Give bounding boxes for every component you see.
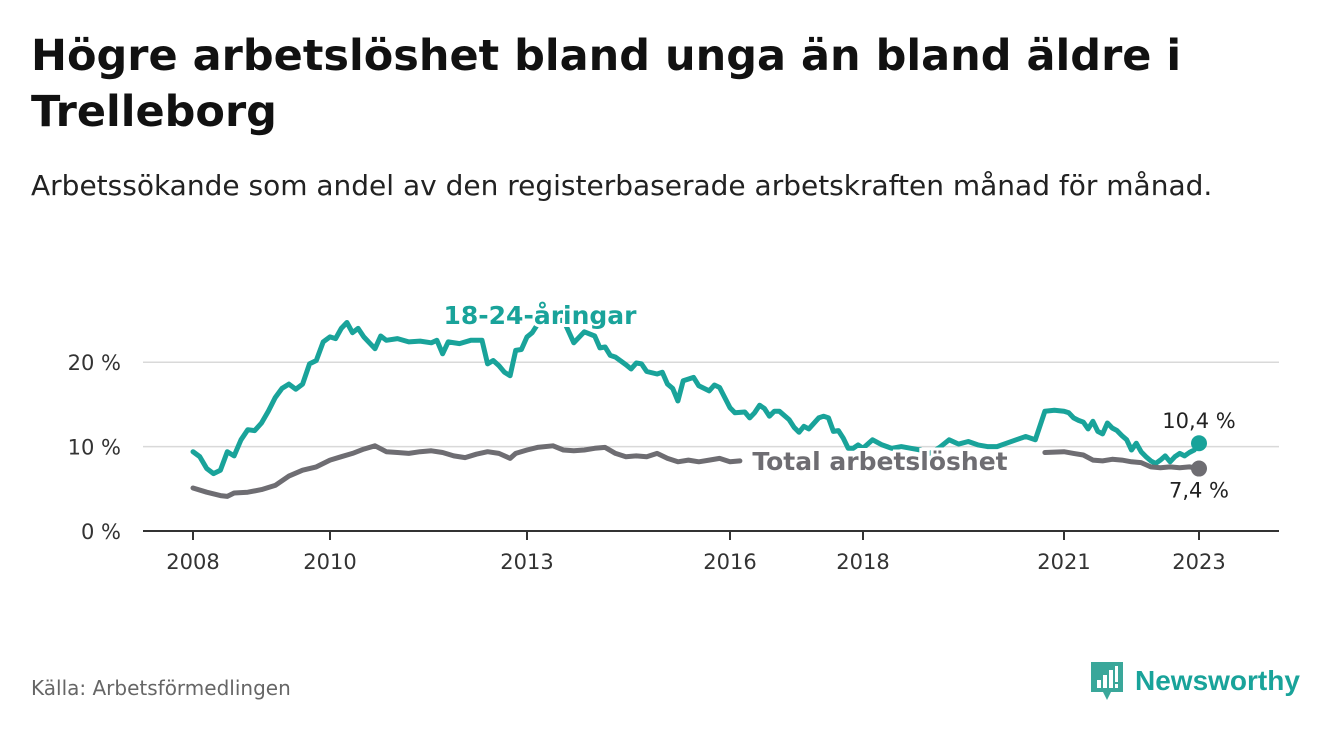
grid-lines: 0 % 10 % 20 % bbox=[68, 351, 1279, 544]
x-tick-label: 2008 bbox=[166, 550, 219, 574]
series-line-total bbox=[190, 443, 743, 499]
series-line-youth bbox=[190, 314, 1202, 477]
brand-name: Newsworthy bbox=[1135, 665, 1300, 696]
x-tick-label: 2016 bbox=[703, 550, 756, 574]
end-value-total: 7,4 % bbox=[1169, 479, 1229, 503]
x-tick-label: 2021 bbox=[1037, 550, 1090, 574]
series-labels: 10,4 % 7,4 % 18-24-åringar Total arbetslösh… bbox=[441, 298, 1236, 503]
x-axis: 2008 2010 2013 2016 2018 2021 2023 bbox=[143, 530, 1279, 574]
y-tick-label: 0 % bbox=[81, 520, 121, 544]
newsworthy-logo-icon bbox=[1091, 662, 1123, 700]
end-point-total bbox=[1191, 460, 1207, 477]
chart-subtitle: Arbetssökande som andel av den registerb… bbox=[31, 169, 1213, 202]
end-value-youth: 10,4 % bbox=[1162, 409, 1235, 433]
x-tick-label: 2013 bbox=[500, 550, 553, 574]
line-chart: 0 % 10 % 20 % 2008 2010 2013 2016 2018 2021 2023… bbox=[67, 298, 1279, 574]
x-tick-label: 2010 bbox=[303, 550, 356, 574]
series-label-total: Total arbetslöshet bbox=[752, 447, 1007, 476]
x-tick-label: 2023 bbox=[1172, 550, 1225, 574]
series-label-youth: 18-24-åringar bbox=[444, 301, 638, 330]
source-note: Källa: Arbetsförmedlingen bbox=[31, 676, 291, 700]
x-tick-label: 2018 bbox=[836, 550, 889, 574]
end-point-youth bbox=[1191, 435, 1207, 452]
series-lines bbox=[190, 314, 1207, 499]
chart-title: Högre arbetslöshet bland unga än bland ä… bbox=[31, 31, 1182, 137]
y-tick-label: 10 % bbox=[68, 436, 121, 460]
series-line-total bbox=[1042, 449, 1202, 471]
brand: Newsworthy bbox=[1089, 660, 1300, 702]
y-tick-label: 20 % bbox=[68, 351, 121, 375]
